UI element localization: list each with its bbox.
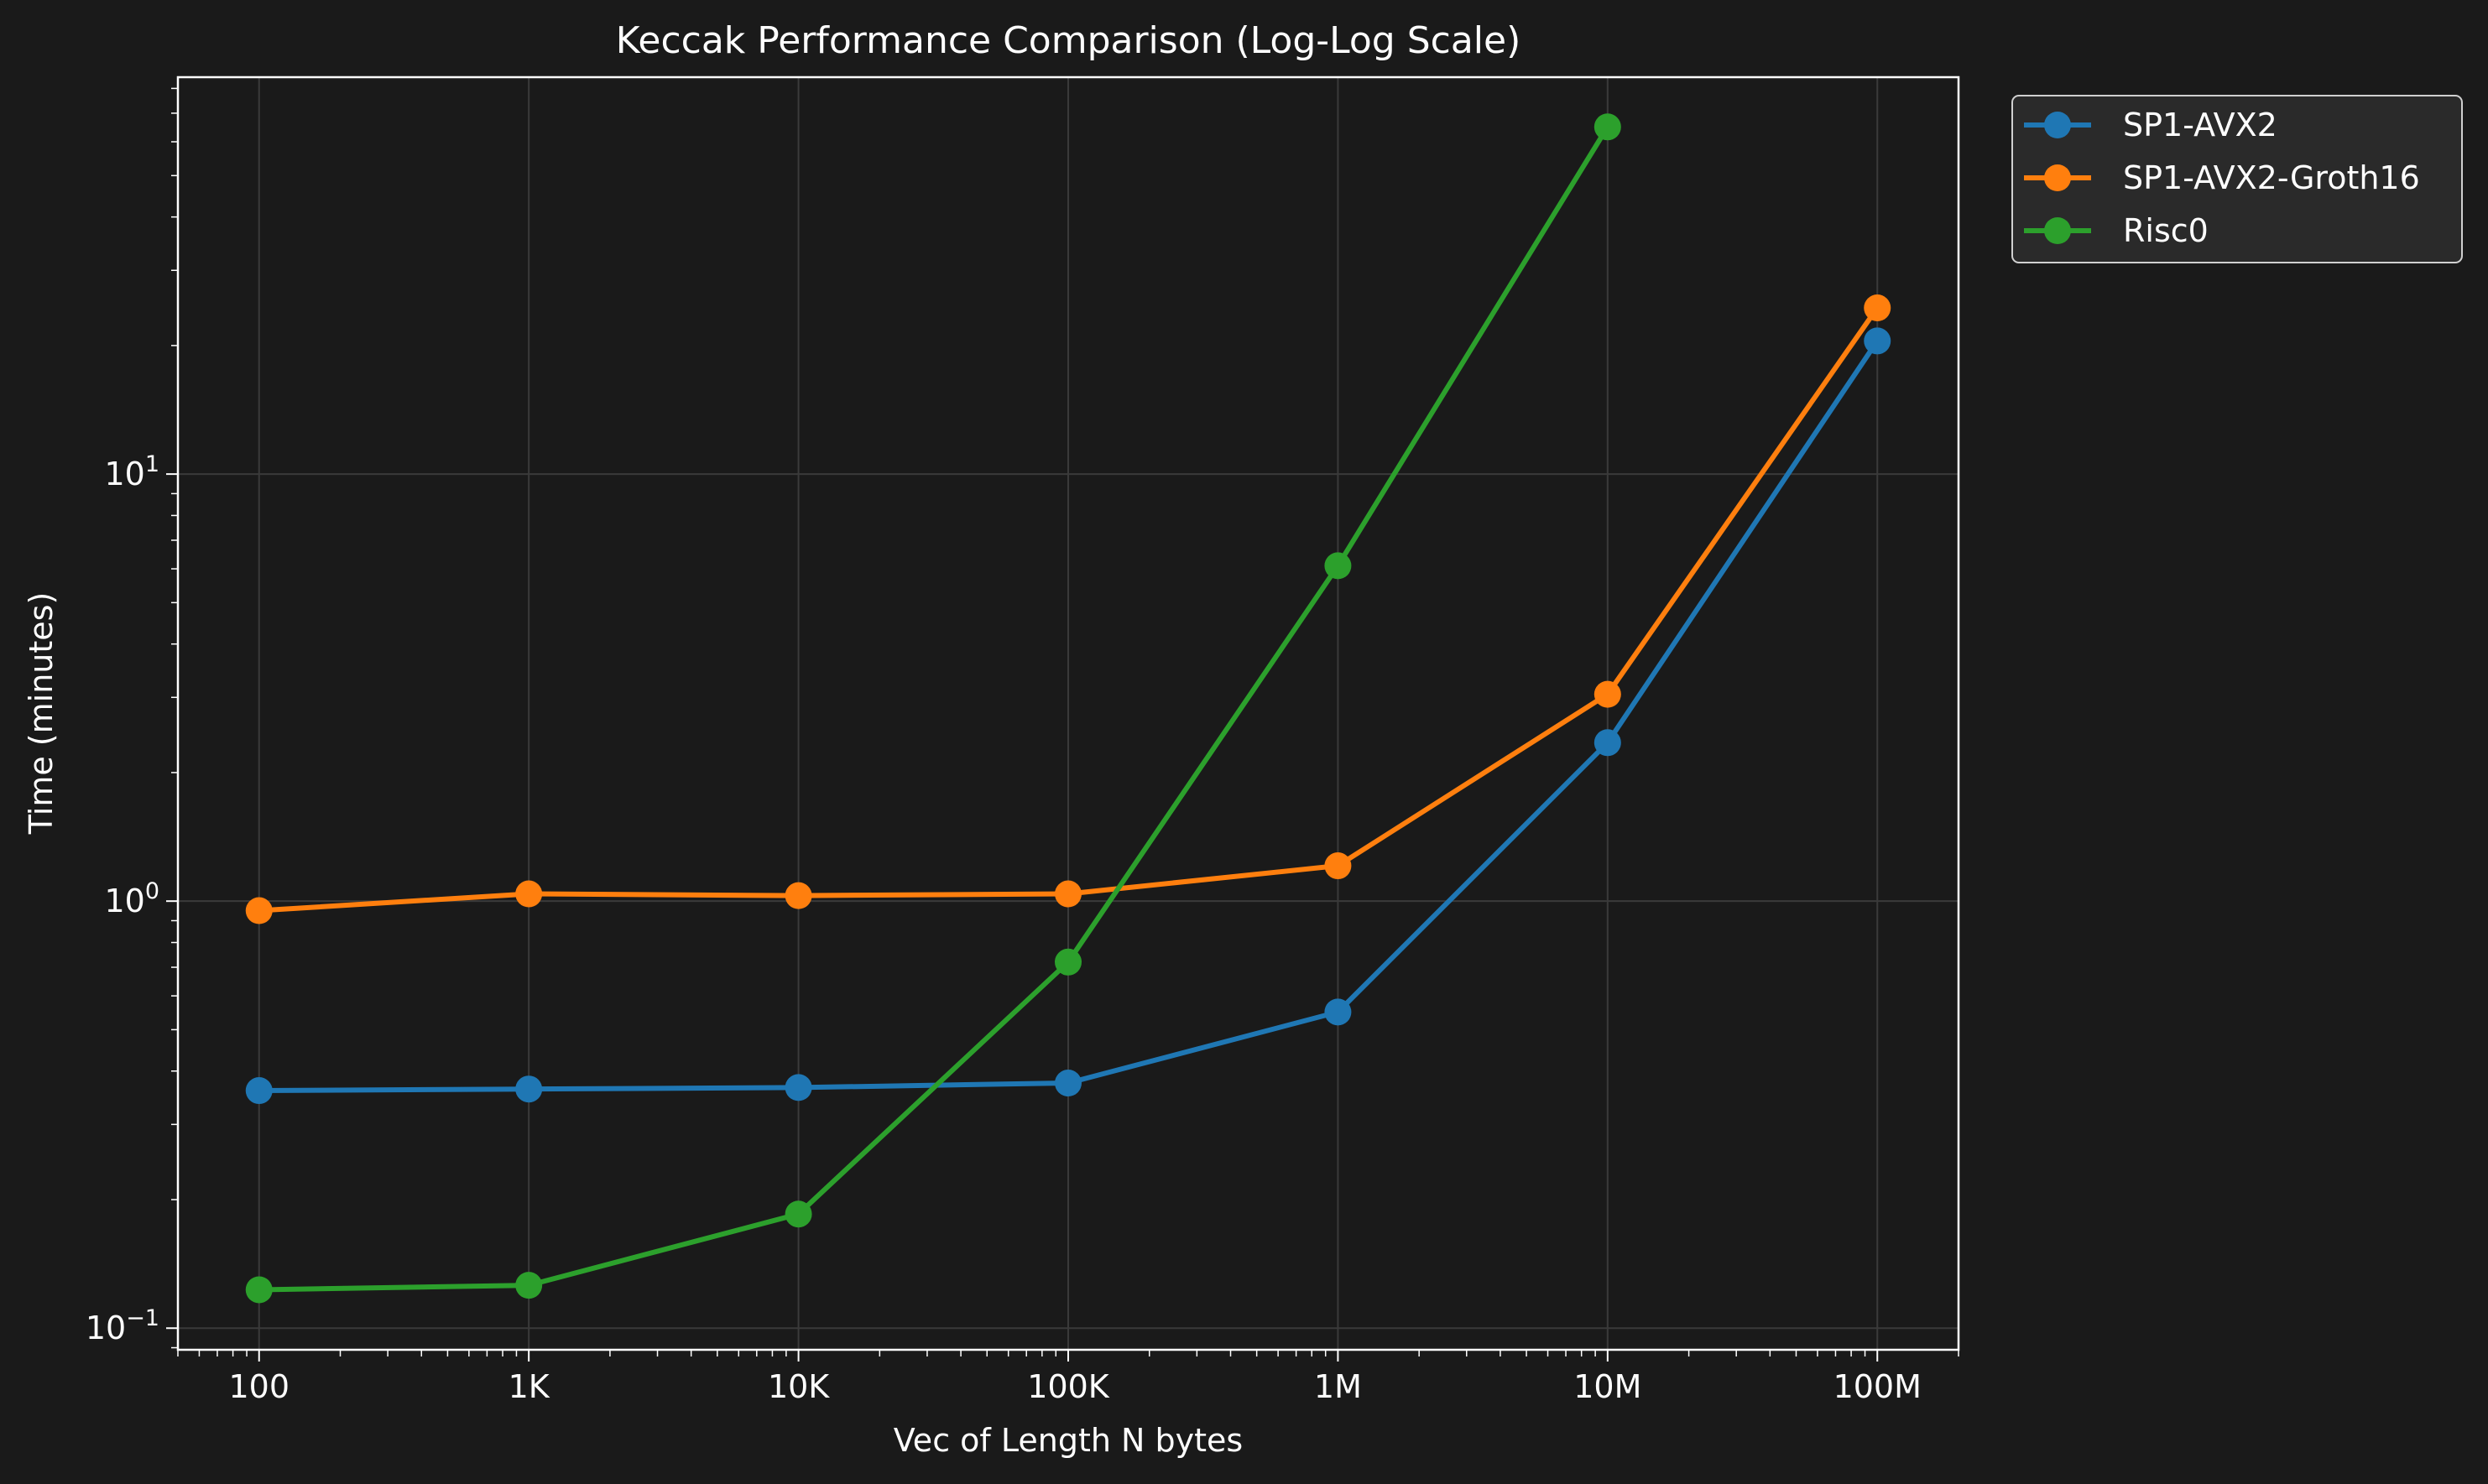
x-axis-label: Vec of Length N bytes (894, 1422, 1243, 1459)
x-tick-label: 100M (1833, 1368, 1922, 1405)
data-point-risc0 (245, 1276, 273, 1304)
x-tick-label: 1M (1314, 1368, 1362, 1405)
legend-label: SP1-AVX2-Groth16 (2123, 159, 2420, 196)
legend-marker (2044, 217, 2071, 244)
x-tick-label: 10K (768, 1368, 830, 1405)
legend-box (2011, 95, 2463, 263)
data-point-risc0 (785, 1200, 812, 1228)
data-point-sp1-avx2 (1593, 729, 1621, 757)
series-lines (245, 113, 1891, 1304)
data-point-risc0 (515, 1272, 543, 1299)
data-point-sp1-avx2 (1864, 327, 1891, 355)
data-point-risc0 (1324, 552, 1352, 580)
data-point-sp1-avx2-groth16 (1864, 294, 1891, 322)
data-point-sp1-avx2-groth16 (785, 882, 812, 909)
x-tick-label: 100K (1027, 1368, 1110, 1405)
series-line-risc0 (258, 125, 1610, 1293)
y-tick-label: 101 (104, 451, 159, 492)
data-point-sp1-avx2 (1055, 1070, 1082, 1097)
y-axis: 10−1 100 101 (86, 87, 178, 1349)
data-point-sp1-avx2-groth16 (1593, 680, 1621, 708)
data-point-sp1-avx2 (245, 1077, 273, 1105)
legend-label: Risc0 (2123, 212, 2209, 249)
data-point-sp1-avx2 (785, 1074, 812, 1101)
data-point-sp1-avx2-groth16 (1324, 852, 1352, 880)
data-point-sp1-avx2 (515, 1075, 543, 1103)
data-point-risc0 (1593, 113, 1621, 141)
grid (178, 77, 1959, 1350)
x-tick-label: 10M (1573, 1368, 1641, 1405)
legend-label: SP1-AVX2 (2123, 107, 2277, 143)
y-axis-label: Time (minutes) (23, 592, 60, 836)
chart-title: Keccak Performance Comparison (Log-Log S… (616, 19, 1521, 62)
data-point-sp1-avx2 (1324, 998, 1352, 1026)
y-tick-label: 10−1 (86, 1305, 159, 1346)
data-point-risc0 (1055, 948, 1082, 976)
y-tick-label: 100 (104, 878, 159, 919)
data-point-sp1-avx2-groth16 (515, 880, 543, 908)
x-axis: 100 1K 10K 100K 1M 10M 100M (177, 1350, 1959, 1405)
legend-marker (2044, 164, 2071, 191)
legend-marker (2044, 112, 2071, 138)
legend: SP1-AVX2 SP1-AVX2-Groth16 Risc0 (2011, 95, 2463, 263)
x-tick-label: 1K (509, 1368, 550, 1405)
x-tick-label: 100 (228, 1368, 289, 1405)
data-point-sp1-avx2-groth16 (1055, 880, 1082, 908)
data-point-sp1-avx2-groth16 (245, 897, 273, 924)
